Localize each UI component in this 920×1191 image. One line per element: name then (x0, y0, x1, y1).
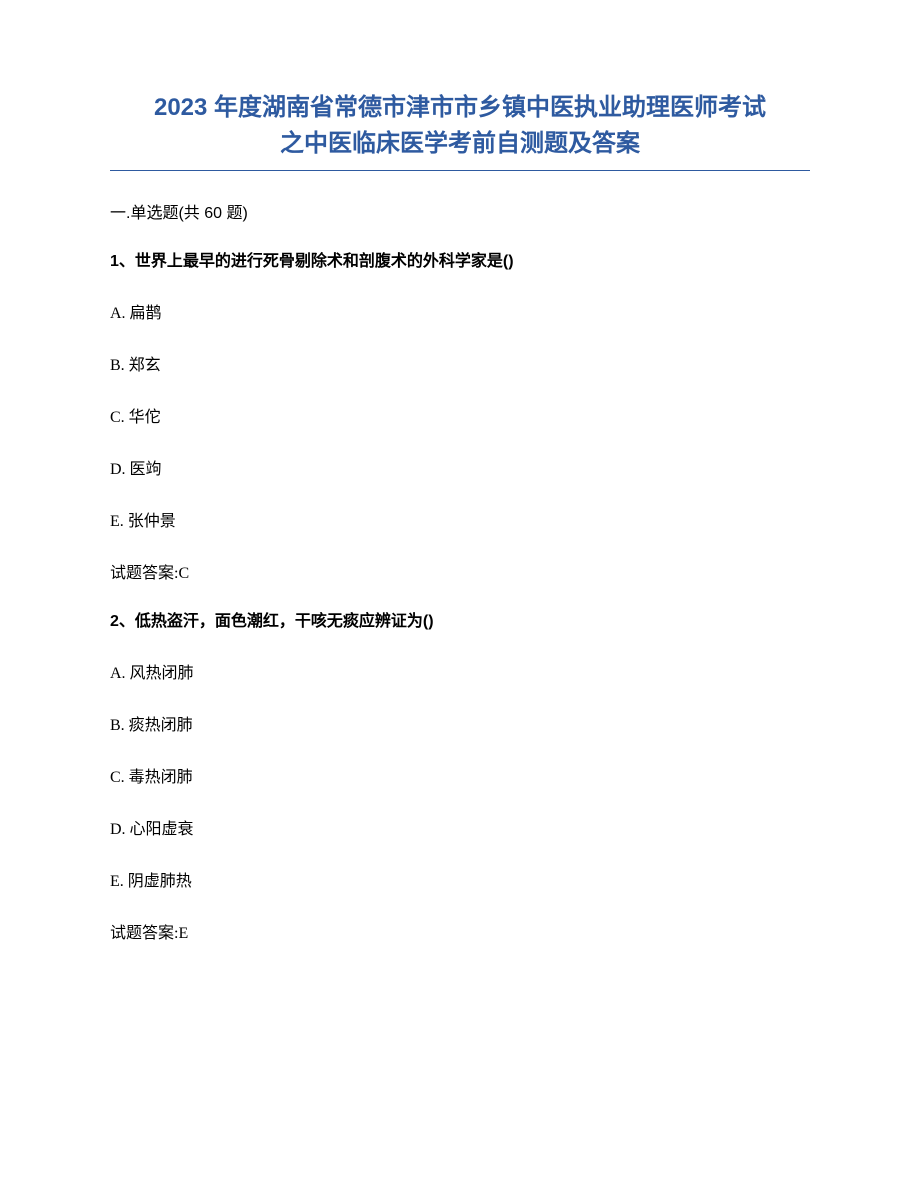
question-option: E. 阴虚肺热 (110, 867, 810, 891)
question-prompt: 2、低热盗汗，面色潮红，干咳无痰应辨证为() (110, 607, 810, 631)
title-line-2: 之中医临床医学考前自测题及答案 (280, 130, 640, 157)
question-option: D. 心阳虚衰 (110, 815, 810, 839)
question-option: C. 华佗 (110, 403, 810, 427)
question-option: C. 毒热闭肺 (110, 763, 810, 787)
section-header: 一.单选题(共 60 题) (110, 199, 810, 223)
question-option: E. 张仲景 (110, 507, 810, 531)
question-option: B. 痰热闭肺 (110, 711, 810, 735)
question-prompt: 1、世界上最早的进行死骨剔除术和剖腹术的外科学家是() (110, 247, 810, 271)
document-title: 2023 年度湖南省常德市津市市乡镇中医执业助理医师考试 之中医临床医学考前自测… (110, 90, 810, 171)
question-option: B. 郑玄 (110, 351, 810, 375)
title-line-1: 2023 年度湖南省常德市津市市乡镇中医执业助理医师考试 (154, 94, 766, 121)
document-page: 2023 年度湖南省常德市津市市乡镇中医执业助理医师考试 之中医临床医学考前自测… (0, 0, 920, 1027)
question-option: D. 医竘 (110, 455, 810, 479)
question-answer: 试题答案:C (110, 559, 810, 583)
question-answer: 试题答案:E (110, 919, 810, 943)
question-option: A. 风热闭肺 (110, 659, 810, 683)
question-option: A. 扁鹊 (110, 299, 810, 323)
